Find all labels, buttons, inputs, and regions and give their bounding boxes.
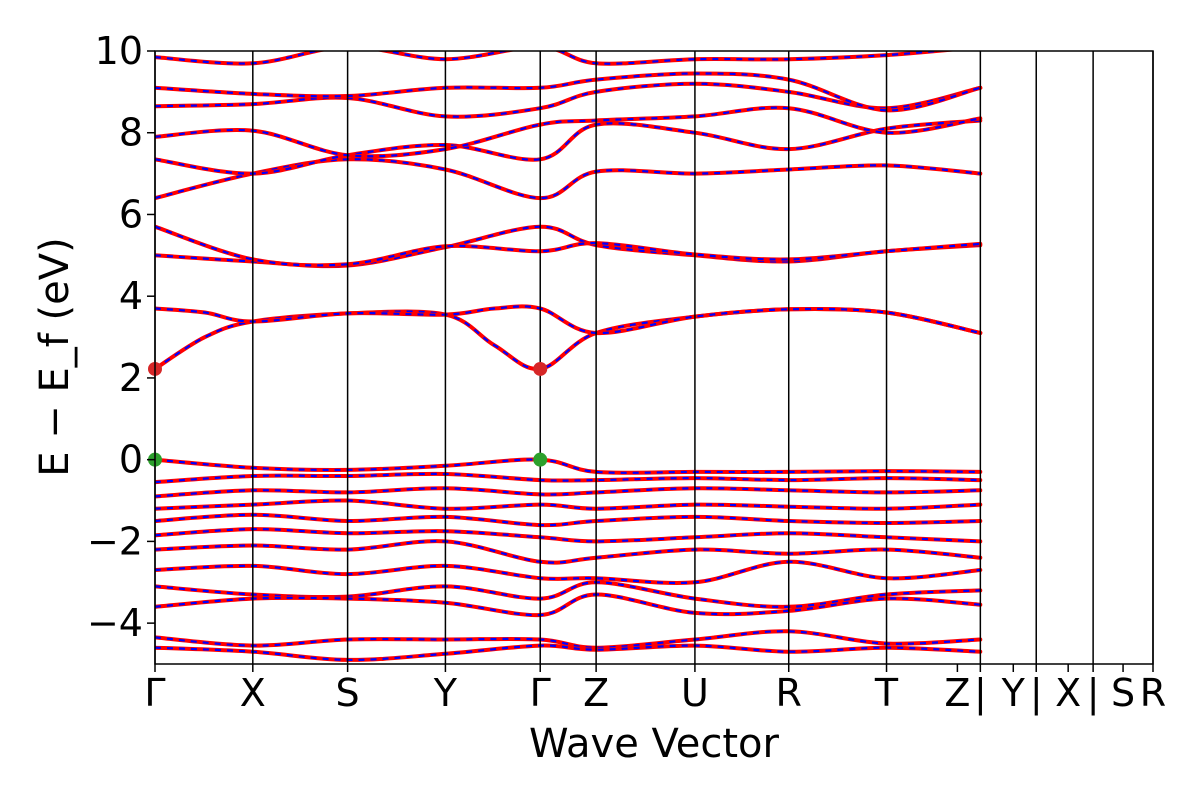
band-6-spin-down bbox=[155, 106, 981, 158]
band-11-spin-down bbox=[155, 472, 981, 484]
band-15-spin-down bbox=[155, 527, 981, 543]
band-20-spin-down bbox=[155, 630, 981, 649]
x-tick-label-11: Y bbox=[1001, 671, 1026, 715]
x-tick-label-5: Z bbox=[583, 671, 609, 715]
x-tick-label-7: R bbox=[776, 671, 802, 715]
x-tick-label-16: R bbox=[1140, 671, 1166, 715]
band-9-spin-up bbox=[155, 51, 959, 66]
x-tick-label-6: U bbox=[681, 671, 709, 715]
band-8-spin-up bbox=[155, 71, 983, 113]
band-19-spin-down bbox=[155, 593, 981, 617]
x-tick-label-13: X bbox=[1055, 671, 1081, 715]
x-tick-label-4: Γ bbox=[530, 671, 551, 715]
x-tick-label-10: | bbox=[974, 671, 987, 716]
vbm-marker-3 bbox=[533, 452, 548, 467]
band-1-spin-down bbox=[155, 305, 981, 335]
band-7-spin-up bbox=[155, 81, 983, 119]
x-tick-label-14: | bbox=[1087, 671, 1100, 716]
x-axis: Γ X S Y Γ Z U R T Z | Y | X | S R bbox=[144, 664, 1166, 716]
band-6-spin-up bbox=[155, 105, 983, 159]
y-tick-label-0: −4 bbox=[87, 601, 143, 645]
x-tick-label-8: T bbox=[874, 671, 899, 715]
y-axis-label: E − E_f (eV) bbox=[32, 237, 78, 476]
y-axis: −4 −2 0 2 4 6 8 10 bbox=[87, 29, 155, 645]
band-9-spin-down bbox=[155, 51, 949, 65]
cbm-marker-1 bbox=[533, 361, 548, 376]
y-tick-label-2: 0 bbox=[119, 438, 143, 482]
x-tick-label-1: X bbox=[240, 671, 266, 715]
band-10-spin-down bbox=[155, 458, 981, 474]
y-tick-label-4: 4 bbox=[119, 274, 143, 318]
band-17-spin-up bbox=[155, 559, 983, 585]
band-10-spin-up bbox=[155, 457, 983, 475]
x-tick-label-3: Y bbox=[433, 671, 458, 715]
band-21-spin-down bbox=[155, 644, 981, 662]
x-axis-label: Wave Vector bbox=[529, 721, 780, 767]
band-16-spin-up bbox=[155, 539, 983, 565]
x-tick-label-15: S bbox=[1111, 671, 1135, 715]
band-12-spin-down bbox=[155, 487, 981, 498]
x-tick-label-12: | bbox=[1030, 671, 1043, 716]
plot-frame bbox=[154, 50, 1154, 665]
y-tick-label-7: 10 bbox=[95, 29, 143, 73]
band-7-spin-down bbox=[155, 82, 981, 118]
y-tick-label-6: 8 bbox=[119, 111, 143, 155]
y-tick-label-3: 2 bbox=[119, 356, 143, 400]
band-13-spin-down bbox=[155, 499, 981, 510]
x-tick-label-0: Γ bbox=[144, 671, 165, 715]
x-tick-label-2: S bbox=[336, 671, 360, 715]
band-4-spin-down bbox=[155, 158, 981, 200]
y-tick-label-5: 6 bbox=[119, 192, 143, 236]
y-tick-label-1: −2 bbox=[87, 519, 143, 563]
x-tick-label-9: Z bbox=[944, 671, 970, 715]
band-3-spin-up bbox=[155, 224, 983, 268]
bands-layer bbox=[155, 51, 983, 662]
band-5-spin-down bbox=[155, 119, 981, 175]
band-16-spin-down bbox=[155, 540, 981, 564]
band-14-spin-down bbox=[155, 513, 981, 527]
band-4-spin-up bbox=[155, 157, 983, 201]
